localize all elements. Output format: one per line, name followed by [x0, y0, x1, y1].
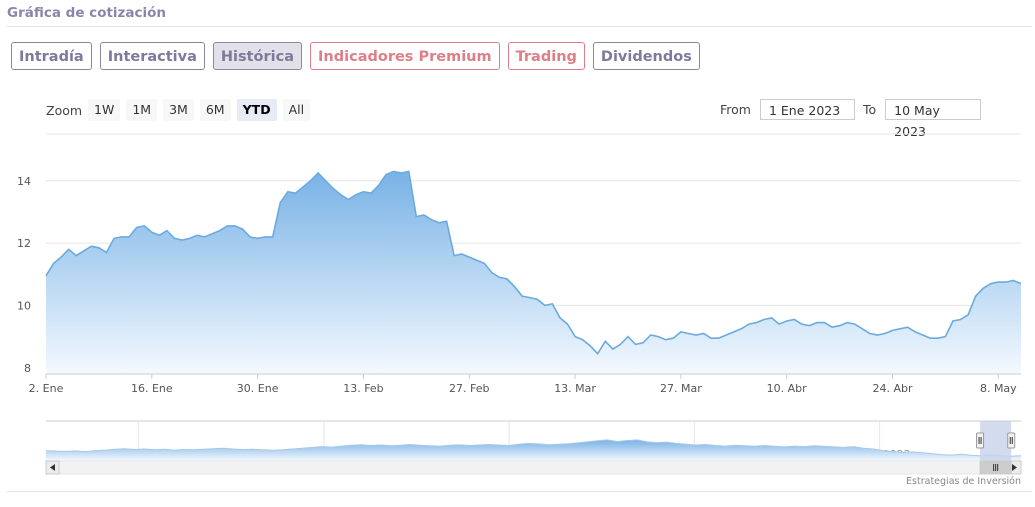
range-from: From 1 Ene 2023: [720, 99, 855, 120]
zoom-ytd-button[interactable]: YTD: [236, 99, 277, 121]
bottom-divider: [7, 491, 1032, 492]
x-tick-label: 24. Abr: [872, 382, 912, 395]
tab-trading[interactable]: Trading: [507, 42, 585, 70]
y-tick-label: 8: [24, 362, 31, 375]
scroll-right-arrow-icon: [1012, 464, 1017, 471]
tab-intradia[interactable]: Intradía: [11, 42, 92, 70]
navigator-selection-window[interactable]: [980, 421, 1012, 461]
x-tick-label: 27. Feb: [449, 382, 489, 395]
x-tick-label: 30. Ene: [237, 382, 279, 395]
x-tick-label: 16. Ene: [131, 382, 173, 395]
zoom-3m-button[interactable]: 3M: [163, 99, 194, 121]
price-chart: 8 10 12 14 2. Ene 16. Ene 30. Ene 13. Feb 27. F…: [17, 133, 1022, 475]
price-line: [45, 170, 1022, 356]
range-to-label: To: [863, 102, 877, 117]
x-tick-label: 13. Feb: [343, 382, 383, 395]
scrollbar-grip-icon: [993, 464, 999, 471]
tab-dividendos[interactable]: Dividendos: [592, 42, 700, 70]
chart-panel-title: Gráfica de cotización: [7, 5, 167, 21]
zoom-1w-button[interactable]: 1W: [88, 99, 121, 121]
y-tick-labels: 8 10 12 14: [17, 175, 31, 375]
x-tick-label: 8. May: [980, 382, 1017, 395]
navigator-handle-body: [1007, 432, 1016, 449]
range-from-input[interactable]: 1 Ene 2023: [759, 99, 855, 120]
y-tick-label: 10: [17, 299, 31, 312]
chart-tabs: Intradía Interactiva Histórica Indicador…: [11, 42, 700, 70]
navigator-right-handle[interactable]: [1007, 432, 1016, 449]
x-tick-labels: 2. Ene 16. Ene 30. Ene 13. Feb 27. Feb 13. Ma…: [29, 374, 1017, 395]
range-from-label: From: [720, 102, 751, 117]
range-to-input[interactable]: 10 May 2023: [885, 99, 982, 139]
scroll-left-arrow-icon: [50, 464, 55, 471]
tab-indicadores-premium[interactable]: Indicadores Premium: [310, 42, 500, 70]
navigator-left-handle[interactable]: [976, 432, 985, 449]
price-area: [46, 171, 1021, 374]
y-tick-label: 14: [17, 175, 31, 188]
x-tick-label: 27. Mar: [660, 382, 702, 395]
navigator-handle-body: [976, 432, 985, 449]
tab-interactiva[interactable]: Interactiva: [99, 42, 205, 70]
range-to: To 10 May 2023: [863, 99, 982, 139]
navigator-area: [46, 439, 1021, 461]
x-tick-label: 2. Ene: [29, 382, 64, 395]
title-divider: [7, 26, 1032, 27]
zoom-6m-button[interactable]: 6M: [199, 99, 231, 121]
navigator-line: [45, 439, 1022, 457]
chart-credit: Estrategias de Inversión: [906, 476, 1021, 487]
zoom-selector: Zoom 1W 1M 3M 6M YTD All: [46, 99, 316, 121]
x-tick-label: 13. Mar: [554, 382, 596, 395]
x-tick-label: 10. Abr: [767, 382, 807, 395]
zoom-1m-button[interactable]: 1M: [126, 99, 158, 121]
zoom-all-button[interactable]: All: [282, 99, 311, 121]
tab-historica[interactable]: Histórica: [212, 42, 303, 70]
y-tick-label: 12: [17, 237, 31, 250]
scrollbar-track[interactable]: [45, 460, 1022, 475]
zoom-label: Zoom: [46, 102, 83, 118]
